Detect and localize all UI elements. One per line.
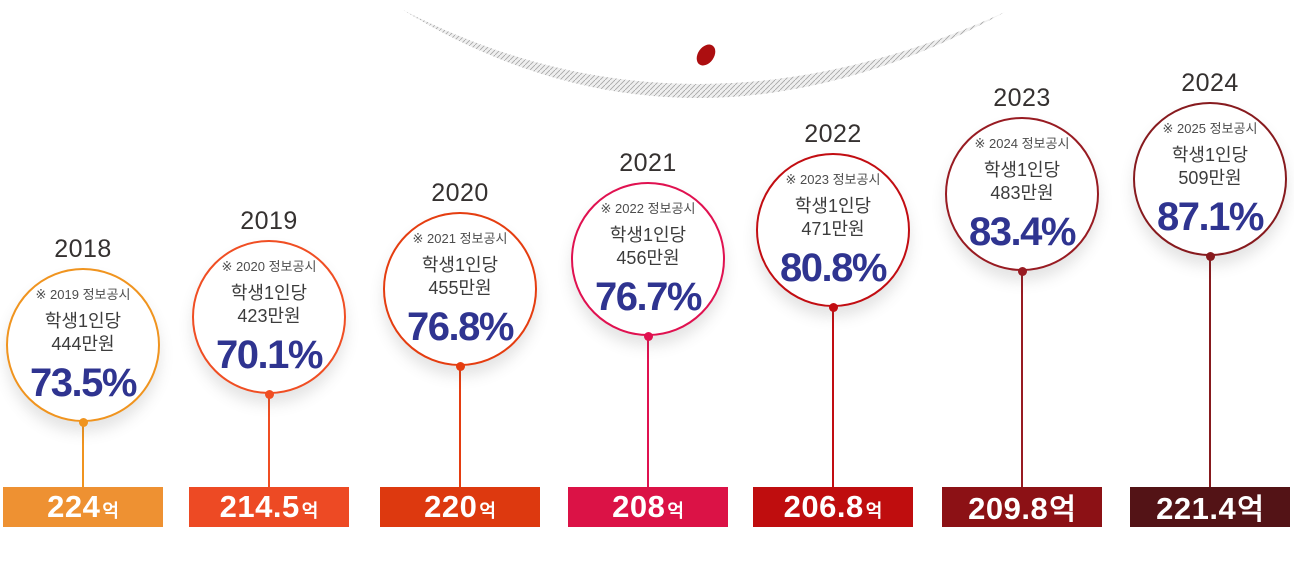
stat-circle: ※ 2022 정보공시 학생1인당 456만원 76.7% [571,182,725,336]
connector-dot-icon [643,331,653,341]
column-2024: 2024 ※ 2025 정보공시 학생1인당 509만원 87.1% 221.4… [1130,0,1290,565]
year-label: 2020 [431,179,489,207]
bar-value: 214.5 [219,489,300,524]
budget-bar: 209.8 억 [942,487,1102,527]
red-dot-icon [696,44,716,66]
bar-unit: 억 [1237,494,1264,526]
bar-value: 206.8 [783,489,864,524]
percent-value: 76.7% [595,275,702,320]
per-student-amount: 456만원 [616,248,680,268]
connector-line [267,392,271,487]
connector-dot-icon [828,302,838,312]
bar-value: 209.8 [968,491,1049,526]
column-2023: 2023 ※ 2024 정보공시 학생1인당 483만원 83.4% 209.8… [942,0,1102,565]
per-student-amount: 423만원 [237,306,301,326]
per-student-amount: 444만원 [51,334,115,354]
notice-text: ※ 2023 정보공시 [785,171,881,187]
notice-text: ※ 2024 정보공시 [974,135,1070,151]
stat-circle: ※ 2025 정보공시 학생1인당 509만원 87.1% [1133,102,1287,256]
percent-value: 70.1% [216,333,323,378]
bar-value: 220 [424,489,478,524]
connector-dot-icon [455,361,465,371]
stat-circle: ※ 2019 정보공시 학생1인당 444만원 73.5% [6,268,160,422]
connector-line [81,420,85,487]
bar-unit: 억 [865,501,883,521]
year-label: 2024 [1181,69,1239,97]
connector-dot-icon [78,417,88,427]
percent-value: 80.8% [780,246,887,291]
percent-value: 83.4% [969,210,1076,255]
stat-circle: ※ 2021 정보공시 학생1인당 455만원 76.8% [383,212,537,366]
column-2019: 2019 ※ 2020 정보공시 학생1인당 423만원 70.1% 214.5… [189,0,349,565]
connector-line [646,334,650,487]
bar-value: 224 [47,489,101,524]
year-label: 2019 [240,207,298,235]
bar-unit: 억 [667,501,684,521]
year-label: 2023 [993,84,1051,112]
budget-bar: 214.5 억 [189,487,349,527]
budget-bar: 220 억 [380,487,540,527]
year-label: 2022 [804,120,862,148]
connector-dot-icon [264,389,274,399]
connector-line [458,364,462,487]
percent-value: 73.5% [30,361,137,406]
per-student-label: 학생1인당 [421,254,499,275]
notice-text: ※ 2022 정보공시 [600,200,696,216]
connector-line [1208,254,1212,487]
stat-circle: ※ 2023 정보공시 학생1인당 471만원 80.8% [756,153,910,307]
per-student-label: 학생1인당 [230,282,308,303]
connector-line [831,305,835,487]
arc-band-hatch [403,10,1005,99]
per-student-amount: 509만원 [1178,168,1242,188]
per-student-label: 학생1인당 [609,224,687,245]
connector-dot-icon [1017,266,1027,276]
per-student-amount: 455만원 [428,278,492,298]
connector-dot-icon [1205,251,1215,261]
decorative-arc [403,10,1005,99]
notice-text: ※ 2019 정보공시 [35,286,131,302]
bar-unit: 억 [1049,494,1076,526]
bar-unit: 억 [102,501,119,521]
budget-bar: 206.8 억 [753,487,913,527]
connector-line [1020,269,1024,487]
budget-bar: 208 억 [568,487,728,527]
column-2018: 2018 ※ 2019 정보공시 학생1인당 444만원 73.5% 224 억 [3,0,163,565]
notice-text: ※ 2025 정보공시 [1162,120,1258,136]
year-label: 2018 [54,235,112,263]
bar-unit: 억 [301,501,319,521]
budget-bar: 224 억 [3,487,163,527]
bar-value: 221.4 [1156,491,1237,526]
per-student-label: 학생1인당 [983,159,1061,180]
per-student-label: 학생1인당 [44,310,122,331]
per-student-amount: 471만원 [801,219,865,239]
per-student-amount: 483만원 [990,183,1054,203]
bar-value: 208 [612,489,666,524]
per-student-label: 학생1인당 [1171,144,1249,165]
notice-text: ※ 2020 정보공시 [221,258,317,274]
bar-unit: 억 [479,501,496,521]
budget-bar: 221.4 억 [1130,487,1290,527]
percent-value: 87.1% [1157,195,1264,240]
stat-circle: ※ 2024 정보공시 학생1인당 483만원 83.4% [945,117,1099,271]
notice-text: ※ 2021 정보공시 [412,230,508,246]
column-2021: 2021 ※ 2022 정보공시 학생1인당 456만원 76.7% 208 억 [568,0,728,565]
column-2022: 2022 ※ 2023 정보공시 학생1인당 471만원 80.8% 206.8… [753,0,913,565]
year-label: 2021 [619,149,677,177]
column-2020: 2020 ※ 2021 정보공시 학생1인당 455만원 76.8% 220 억 [380,0,540,565]
per-student-label: 학생1인당 [794,195,872,216]
percent-value: 76.8% [407,305,514,350]
stat-circle: ※ 2020 정보공시 학생1인당 423만원 70.1% [192,240,346,394]
